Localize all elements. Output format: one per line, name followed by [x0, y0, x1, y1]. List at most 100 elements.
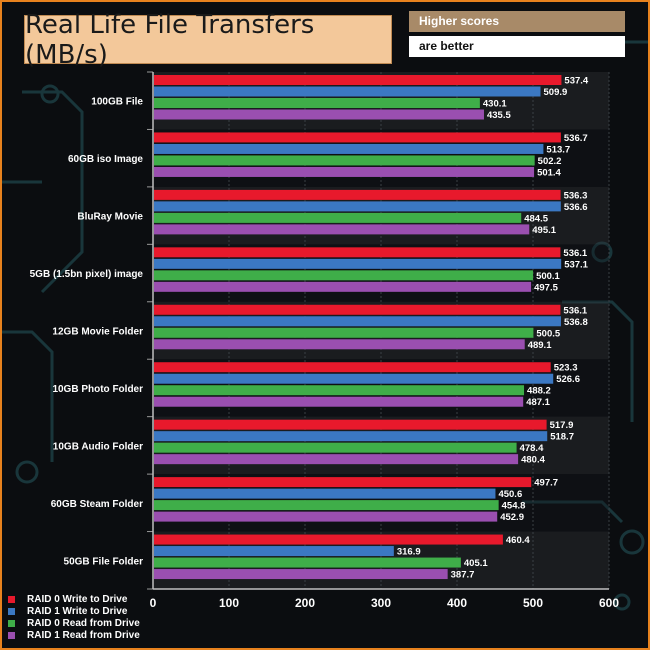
bar	[154, 201, 561, 212]
category-label: 60GB Steam Folder	[51, 499, 143, 510]
bar-value-label: 518.7	[550, 432, 574, 443]
x-tick-label: 100	[219, 596, 239, 610]
bar	[154, 98, 480, 108]
bar	[154, 109, 484, 120]
x-tick-label: 0	[150, 596, 157, 610]
bar	[154, 477, 532, 488]
bar-value-label: 460.4	[506, 535, 530, 546]
bar-value-label: 452.9	[500, 512, 524, 523]
bar	[154, 454, 519, 465]
legend-swatch	[8, 595, 15, 603]
bar-value-label: 517.9	[550, 420, 574, 431]
bar	[154, 534, 503, 545]
legend-item: RAID 0 Read from Drive	[8, 617, 140, 629]
bar	[154, 488, 496, 499]
legend-item: RAID 1 Write to Drive	[8, 605, 140, 617]
bar	[154, 189, 561, 200]
bar-value-label: 526.6	[556, 374, 580, 385]
bar	[154, 143, 544, 154]
bar	[154, 419, 547, 430]
bar-value-label: 495.1	[532, 225, 556, 236]
bar-value-label: 480.4	[521, 455, 545, 466]
note-higher-scores: Higher scores	[409, 11, 625, 32]
bar	[154, 500, 499, 511]
bar	[154, 339, 525, 350]
category-label: 50GB File Folder	[64, 556, 144, 567]
bar-value-label: 502.2	[538, 156, 562, 167]
bar-value-label: 536.1	[563, 248, 587, 259]
bar	[154, 569, 448, 580]
bar	[154, 431, 548, 442]
bar	[154, 166, 535, 177]
bar-value-label: 316.9	[397, 547, 421, 558]
bar-value-label: 536.8	[564, 317, 588, 328]
bar-value-label: 488.2	[527, 386, 551, 397]
bar-value-label: 536.3	[564, 190, 588, 201]
bar	[154, 396, 524, 407]
bar-value-label: 435.5	[487, 110, 511, 121]
bar-value-label: 537.1	[564, 259, 588, 270]
bar	[154, 155, 535, 166]
legend-swatch	[8, 631, 15, 639]
bar-value-label: 405.1	[464, 558, 488, 569]
bar	[154, 304, 561, 315]
category-label: 100GB File	[91, 97, 143, 108]
bar-value-label: 536.6	[564, 202, 588, 213]
bar-value-label: 509.9	[544, 87, 568, 98]
legend-label: RAID 1 Read from Drive	[27, 629, 140, 641]
bar	[154, 258, 562, 269]
bar	[154, 247, 561, 258]
legend-label: RAID 0 Read from Drive	[27, 617, 140, 629]
bar	[154, 362, 551, 373]
legend: RAID 0 Write to Drive RAID 1 Write to Dri…	[8, 593, 140, 641]
x-tick-label: 200	[295, 596, 315, 610]
bar-value-label: 454.8	[502, 501, 526, 512]
category-label: 10GB Photo Folder	[52, 384, 143, 395]
bar-value-label: 478.4	[520, 443, 544, 454]
legend-label: RAID 0 Write to Drive	[27, 593, 128, 605]
legend-item: RAID 0 Write to Drive	[8, 593, 140, 605]
x-tick-label: 500	[523, 596, 543, 610]
bar	[154, 75, 562, 85]
bar	[154, 557, 461, 568]
bar	[154, 224, 530, 235]
bar-value-label: 500.5	[536, 328, 560, 339]
bar	[154, 385, 525, 396]
bar	[154, 327, 534, 338]
bar-value-label: 484.5	[524, 213, 548, 224]
bar-value-label: 450.6	[498, 489, 522, 500]
bar-value-label: 430.1	[483, 99, 507, 110]
bar-value-label: 497.7	[534, 478, 558, 489]
bar	[154, 373, 554, 384]
category-label: 12GB Movie Folder	[52, 327, 143, 338]
bar	[154, 442, 517, 453]
category-label: 60GB iso Image	[68, 154, 143, 165]
bar-value-label: 537.4	[564, 76, 588, 87]
legend-swatch	[8, 607, 15, 615]
bar	[154, 511, 498, 522]
bar-value-label: 536.7	[564, 133, 588, 144]
x-tick-label: 600	[599, 596, 619, 610]
bar-value-label: 501.4	[537, 167, 561, 178]
legend-swatch	[8, 619, 15, 627]
category-label: 5GB (1.5bn pixel) image	[30, 269, 144, 280]
bar-value-label: 487.1	[526, 397, 550, 408]
category-label: BluRay Movie	[77, 212, 143, 223]
bar-value-label: 513.7	[546, 144, 570, 155]
legend-item: RAID 1 Read from Drive	[8, 629, 140, 641]
x-tick-label: 400	[447, 596, 467, 610]
note-are-better: are better	[409, 36, 625, 57]
x-tick-label: 300	[371, 596, 391, 610]
bar-value-label: 387.7	[451, 570, 475, 581]
bar	[154, 132, 561, 143]
bar-value-label: 497.5	[534, 282, 558, 293]
bar-value-label: 489.1	[528, 340, 552, 351]
bar	[154, 212, 522, 223]
bar	[154, 281, 532, 292]
bar-value-label: 523.3	[554, 363, 578, 374]
bar-value-label: 536.1	[563, 305, 587, 316]
bar	[154, 546, 394, 557]
bar	[154, 86, 541, 97]
